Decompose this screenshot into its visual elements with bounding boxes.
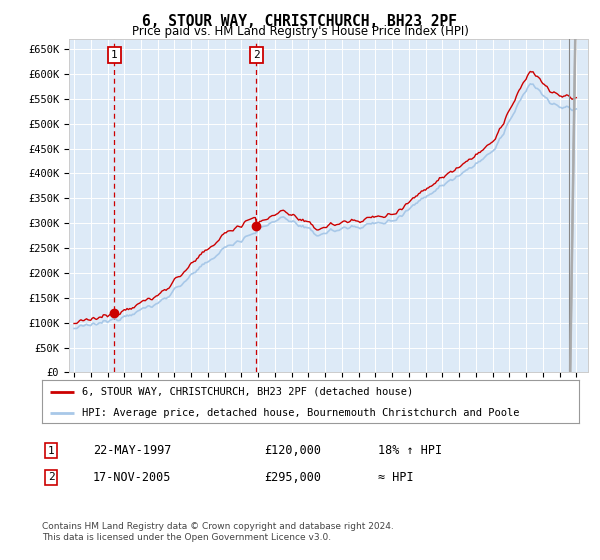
Text: 2: 2 [253,50,260,60]
Text: 17-NOV-2005: 17-NOV-2005 [93,470,172,484]
Text: This data is licensed under the Open Government Licence v3.0.: This data is licensed under the Open Gov… [42,533,331,542]
Text: 18% ↑ HPI: 18% ↑ HPI [378,444,442,458]
Text: 2: 2 [47,472,55,482]
Text: ≈ HPI: ≈ HPI [378,470,413,484]
Text: Contains HM Land Registry data © Crown copyright and database right 2024.: Contains HM Land Registry data © Crown c… [42,522,394,531]
Text: £120,000: £120,000 [264,444,321,458]
Text: 6, STOUR WAY, CHRISTCHURCH, BH23 2PF: 6, STOUR WAY, CHRISTCHURCH, BH23 2PF [143,14,458,29]
Text: HPI: Average price, detached house, Bournemouth Christchurch and Poole: HPI: Average price, detached house, Bour… [82,408,520,418]
Text: 6, STOUR WAY, CHRISTCHURCH, BH23 2PF (detached house): 6, STOUR WAY, CHRISTCHURCH, BH23 2PF (de… [82,387,413,396]
Text: Price paid vs. HM Land Registry's House Price Index (HPI): Price paid vs. HM Land Registry's House … [131,25,469,38]
Text: 1: 1 [47,446,55,456]
Text: 1: 1 [110,50,118,60]
Bar [569,39,588,372]
Text: 22-MAY-1997: 22-MAY-1997 [93,444,172,458]
Text: £295,000: £295,000 [264,470,321,484]
